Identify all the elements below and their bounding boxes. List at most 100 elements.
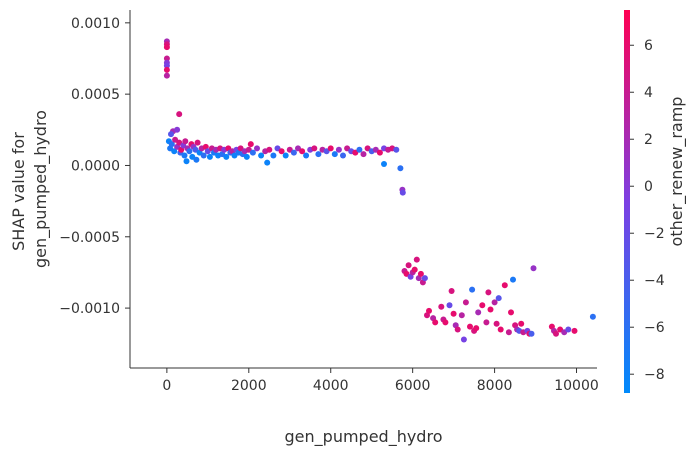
scatter-point <box>442 319 449 326</box>
scatter-point <box>417 270 424 277</box>
colorbar-label: other_renew_ramp <box>667 97 687 247</box>
scatter-point <box>501 282 508 289</box>
x-tick-label: 6000 <box>395 378 431 394</box>
colorbar-tick-label: −6 <box>644 320 665 336</box>
scatter-point <box>411 266 418 273</box>
scatter-point <box>421 275 428 282</box>
colorbar-gradient <box>624 10 630 393</box>
plot-area: 0 2000 4000 6000 8000 10000 0.0010 0.0005 0.000… <box>9 10 599 447</box>
scatter-point <box>432 319 439 326</box>
scatter-point <box>163 55 170 62</box>
scatter-point <box>315 151 322 158</box>
scatter-point <box>290 149 297 156</box>
scatter-point <box>460 336 467 343</box>
scatter-point <box>182 138 189 145</box>
scatter-point <box>491 299 498 306</box>
scatter-point <box>589 313 596 320</box>
scatter-point <box>171 148 178 155</box>
scatter-point <box>450 310 457 317</box>
scatter-point <box>168 141 175 148</box>
y-axis-label: SHAP value for gen_pumped_hydro <box>9 110 51 268</box>
scatter-point <box>249 149 256 156</box>
scatter-point <box>553 330 559 337</box>
scatter-point <box>186 148 193 155</box>
scatter-point <box>258 152 265 159</box>
x-tick-label: 8000 <box>477 378 513 394</box>
scatter-point <box>448 288 455 294</box>
scatter-point <box>530 265 537 272</box>
scatter-point <box>528 330 535 337</box>
scatter-point <box>223 153 230 160</box>
scatter-points <box>163 38 596 343</box>
scatter-point <box>360 151 367 158</box>
scatter-point <box>243 153 250 160</box>
scatter-point <box>426 307 432 314</box>
scatter-point <box>399 189 406 196</box>
x-tick-label: 4000 <box>313 378 349 394</box>
scatter-point <box>483 319 490 326</box>
y-axis-label-line-1: SHAP value for <box>9 132 28 251</box>
colorbar-tick-label: 0 <box>644 179 653 195</box>
y-tick-label: 0.0005 <box>71 87 120 103</box>
scatter-point <box>565 326 572 333</box>
colorbar-tick-label: 2 <box>644 132 653 148</box>
scatter-point <box>497 326 504 333</box>
scatter-point <box>467 323 473 330</box>
scatter-point <box>278 148 285 155</box>
scatter-point <box>340 152 346 159</box>
scatter-point <box>458 312 465 319</box>
scatter-point <box>469 286 476 293</box>
scatter-point <box>446 302 453 309</box>
scatter-point <box>266 146 273 153</box>
scatter-point <box>487 306 494 313</box>
colorbar-ticks: 6 4 2 0 −2 −4 −6 −8 <box>630 38 665 383</box>
scatter-point <box>393 146 400 153</box>
scatter-point <box>282 152 289 159</box>
scatter-point <box>335 146 342 153</box>
scatter-point <box>270 152 277 159</box>
colorbar-tick-label: −2 <box>644 226 665 242</box>
scatter-point <box>194 139 201 146</box>
colorbar: 6 4 2 0 −2 −4 −6 −8 other_renew_ramp <box>624 10 687 393</box>
x-tick-label: 0 <box>162 378 171 394</box>
scatter-point <box>479 302 486 309</box>
scatter-point <box>473 325 480 332</box>
colorbar-tick-label: −8 <box>644 367 665 383</box>
y-tick-label: −0.0005 <box>59 230 120 246</box>
x-tick-label: 10000 <box>554 378 599 394</box>
scatter-point <box>376 149 383 156</box>
y-tick-label: −0.0010 <box>59 301 120 317</box>
scatter-point <box>462 299 469 306</box>
scatter-point <box>193 156 200 163</box>
scatter-point <box>299 148 306 155</box>
scatter-point <box>174 126 181 133</box>
scatter-point <box>510 276 516 283</box>
scatter-point <box>264 159 271 166</box>
scatter-point <box>493 320 500 327</box>
scatter-point <box>311 145 318 152</box>
colorbar-tick-label: 6 <box>644 38 653 54</box>
scatter-point <box>518 320 525 327</box>
scatter-point <box>405 262 412 269</box>
scatter-point <box>168 131 174 138</box>
scatter-point <box>356 146 363 153</box>
y-axis-ticks: 0.0010 0.0005 0.0000 −0.0005 −0.0010 <box>59 16 130 317</box>
scatter-point <box>163 66 170 73</box>
scatter-point <box>505 329 512 336</box>
scatter-point <box>571 327 578 334</box>
x-axis-ticks: 0 2000 4000 6000 8000 10000 <box>162 368 599 394</box>
scatter-point <box>413 256 420 263</box>
scatter-point <box>397 165 404 172</box>
scatter-point <box>176 111 183 118</box>
y-axis-label-line-2: gen_pumped_hydro <box>31 110 51 268</box>
scatter-point <box>381 161 387 167</box>
scatter-point <box>181 152 188 159</box>
scatter-point <box>475 309 482 316</box>
scatter-point <box>183 158 190 165</box>
scatter-point <box>206 153 213 160</box>
scatter-point <box>247 141 254 148</box>
scatter-point <box>508 309 514 316</box>
scatter-point <box>454 326 461 333</box>
y-tick-label: 0.0010 <box>71 16 120 32</box>
